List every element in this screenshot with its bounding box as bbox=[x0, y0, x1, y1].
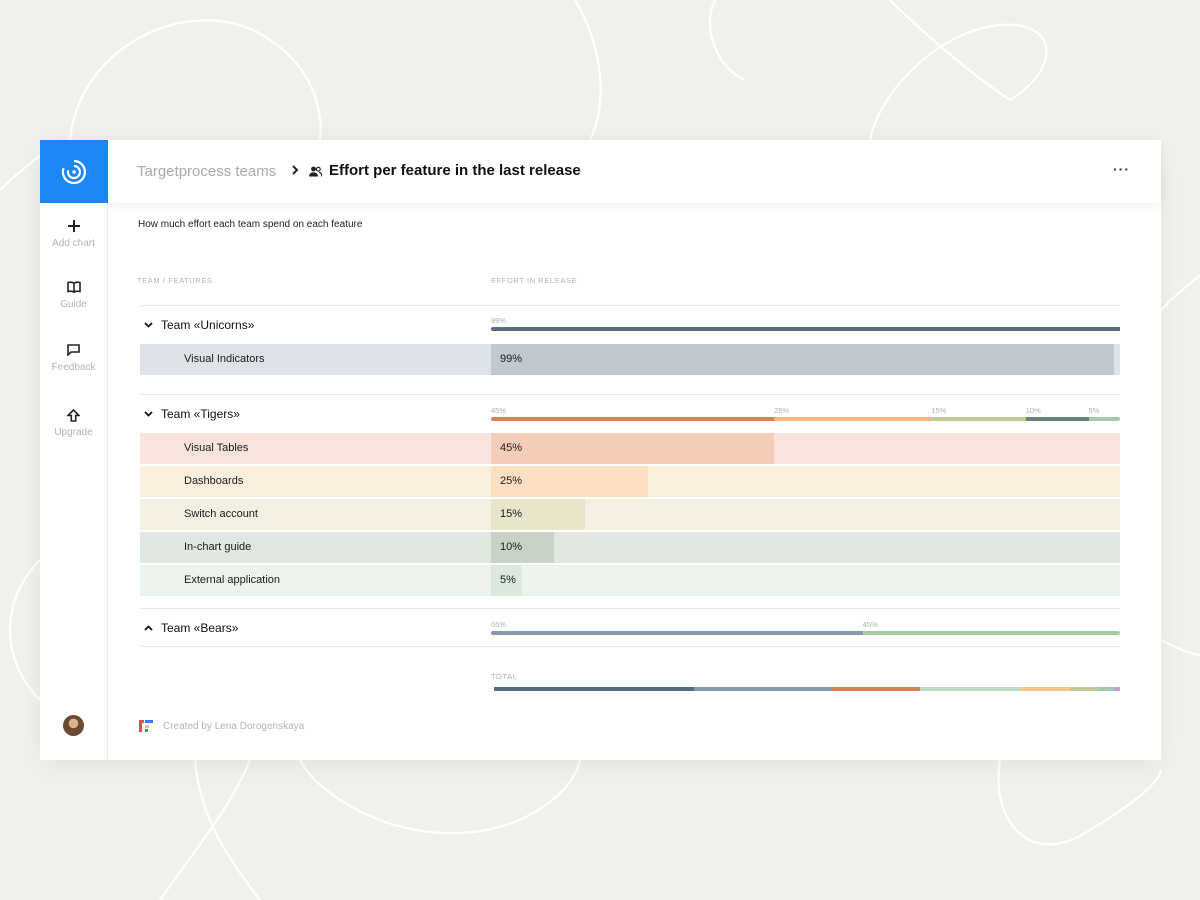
feature-name: Dashboards bbox=[184, 475, 244, 487]
feature-percent: 45% bbox=[500, 442, 523, 454]
effort-fill-bar bbox=[491, 466, 649, 497]
team-effort-segment bbox=[1088, 417, 1120, 421]
team-effort-segment bbox=[491, 631, 863, 635]
effort-fill-bar bbox=[491, 499, 586, 530]
page-title: Effort per feature in the last release bbox=[329, 162, 581, 179]
sidebar-item-feedback[interactable]: Feedback bbox=[40, 342, 107, 373]
column-header-effort: EFFORT IN RELEASE bbox=[491, 276, 578, 285]
total-effort-segment bbox=[1098, 687, 1114, 691]
team-users-icon bbox=[309, 164, 323, 182]
sidebar-item-add-chart[interactable]: Add chart bbox=[40, 218, 107, 249]
feature-row-visual-indicators[interactable]: Visual Indicators 99% bbox=[140, 344, 1120, 375]
total-effort-segment bbox=[494, 687, 695, 691]
user-avatar[interactable] bbox=[63, 715, 84, 736]
column-header-team: TEAM / FEATURES bbox=[137, 276, 213, 285]
team-effort-segment-label: 45% bbox=[862, 620, 878, 629]
feature-percent: 25% bbox=[500, 475, 523, 487]
team-effort-segment-label: 5% bbox=[1088, 406, 1100, 415]
targetprocess-logo-icon bbox=[61, 159, 86, 184]
team-effort-segment bbox=[491, 327, 1120, 331]
team-name: Team «Bears» bbox=[161, 621, 239, 635]
sidebar-item-label: Feedback bbox=[51, 362, 96, 373]
effort-fill-bar bbox=[491, 344, 1114, 375]
footer: Created by Lena Dorogenskaya bbox=[138, 719, 304, 733]
feature-name: Switch account bbox=[184, 508, 258, 520]
feature-row-in-chart-guide[interactable]: In-chart guide 10% bbox=[140, 532, 1120, 563]
total-effort-segment bbox=[919, 687, 1020, 691]
more-options-button[interactable]: ··· bbox=[1113, 161, 1130, 177]
plus-icon bbox=[67, 218, 80, 234]
row-background bbox=[140, 532, 1120, 563]
app-window: Add chart Guide Feedback Upgrade Targetp… bbox=[40, 140, 1161, 760]
feature-row-switch-account[interactable]: Switch account 15% bbox=[140, 499, 1120, 530]
credit-text: Created by Lena Dorogenskaya bbox=[163, 720, 305, 732]
sidebar-item-label: Upgrade bbox=[54, 427, 93, 438]
total-effort-segment bbox=[832, 687, 920, 691]
chevron-right-icon bbox=[291, 163, 299, 181]
feature-row-external-application[interactable]: External application 5% bbox=[140, 565, 1120, 596]
targetprocess-brand-icon bbox=[139, 720, 153, 732]
feature-row-dashboards[interactable]: Dashboards 25% bbox=[140, 466, 1120, 497]
team-effort-segment-label: 25% bbox=[774, 406, 790, 415]
app-logo[interactable] bbox=[40, 140, 108, 203]
team-effort-segment-label: 10% bbox=[1025, 406, 1041, 415]
book-icon bbox=[66, 279, 81, 295]
feature-row-visual-tables[interactable]: Visual Tables 45% bbox=[140, 433, 1120, 464]
sidebar-item-label: Guide bbox=[60, 299, 87, 310]
team-toggle-bears[interactable]: Team «Bears» bbox=[140, 618, 480, 638]
team-name: Team «Tigers» bbox=[161, 407, 240, 421]
divider bbox=[140, 646, 1120, 647]
team-toggle-tigers[interactable]: Team «Tigers» bbox=[140, 404, 480, 424]
team-effort-segment-label: 65% bbox=[491, 620, 507, 629]
total-effort-segment bbox=[1069, 687, 1099, 691]
effort-fill-bar bbox=[491, 532, 554, 563]
row-background bbox=[140, 499, 1120, 530]
team-effort-segment bbox=[774, 417, 932, 421]
feature-percent: 99% bbox=[500, 353, 523, 365]
feature-name: Visual Indicators bbox=[184, 353, 265, 365]
sidebar-item-guide[interactable]: Guide bbox=[40, 279, 107, 310]
total-effort-segment bbox=[1019, 687, 1070, 691]
team-effort-segment bbox=[491, 417, 775, 421]
feature-name: External application bbox=[184, 574, 281, 586]
feature-name: In-chart guide bbox=[184, 541, 252, 553]
team-toggle-unicorns[interactable]: Team «Unicorns» bbox=[140, 315, 480, 335]
team-effort-segment-label: 15% bbox=[931, 406, 947, 415]
divider bbox=[140, 608, 1120, 609]
breadcrumb-parent[interactable]: Targetprocess teams bbox=[137, 163, 277, 180]
total-effort-segment bbox=[694, 687, 833, 691]
team-name: Team «Unicorns» bbox=[161, 318, 255, 332]
feature-name: Visual Tables bbox=[184, 442, 249, 454]
effort-fill-bar bbox=[491, 565, 523, 596]
feature-percent: 15% bbox=[500, 508, 523, 520]
team-effort-segment-label: 99% bbox=[491, 316, 507, 325]
total-label: TOTAL bbox=[491, 672, 518, 681]
team-effort-segment bbox=[1025, 417, 1089, 421]
team-effort-segment bbox=[862, 631, 1120, 635]
feature-percent: 10% bbox=[500, 541, 523, 553]
feature-percent: 5% bbox=[500, 574, 516, 586]
sidebar: Add chart Guide Feedback Upgrade bbox=[40, 140, 108, 760]
header: Targetprocess teams Effort per feature i… bbox=[108, 140, 1161, 203]
divider bbox=[140, 394, 1120, 395]
sidebar-item-upgrade[interactable]: Upgrade bbox=[40, 407, 107, 438]
effort-fill-bar bbox=[491, 433, 775, 464]
upgrade-arrow-icon bbox=[67, 407, 80, 423]
comment-icon bbox=[67, 342, 80, 358]
divider bbox=[140, 305, 1120, 306]
chart-description: How much effort each team spend on each … bbox=[138, 219, 363, 230]
total-effort-segment bbox=[1113, 687, 1120, 691]
row-background bbox=[140, 565, 1120, 596]
sidebar-item-label: Add chart bbox=[52, 238, 95, 249]
team-effort-segment bbox=[931, 417, 1026, 421]
chevron-down-icon bbox=[144, 411, 154, 417]
team-effort-segment-label: 45% bbox=[491, 406, 507, 415]
chevron-down-icon bbox=[144, 322, 154, 328]
chevron-up-icon bbox=[144, 625, 154, 631]
